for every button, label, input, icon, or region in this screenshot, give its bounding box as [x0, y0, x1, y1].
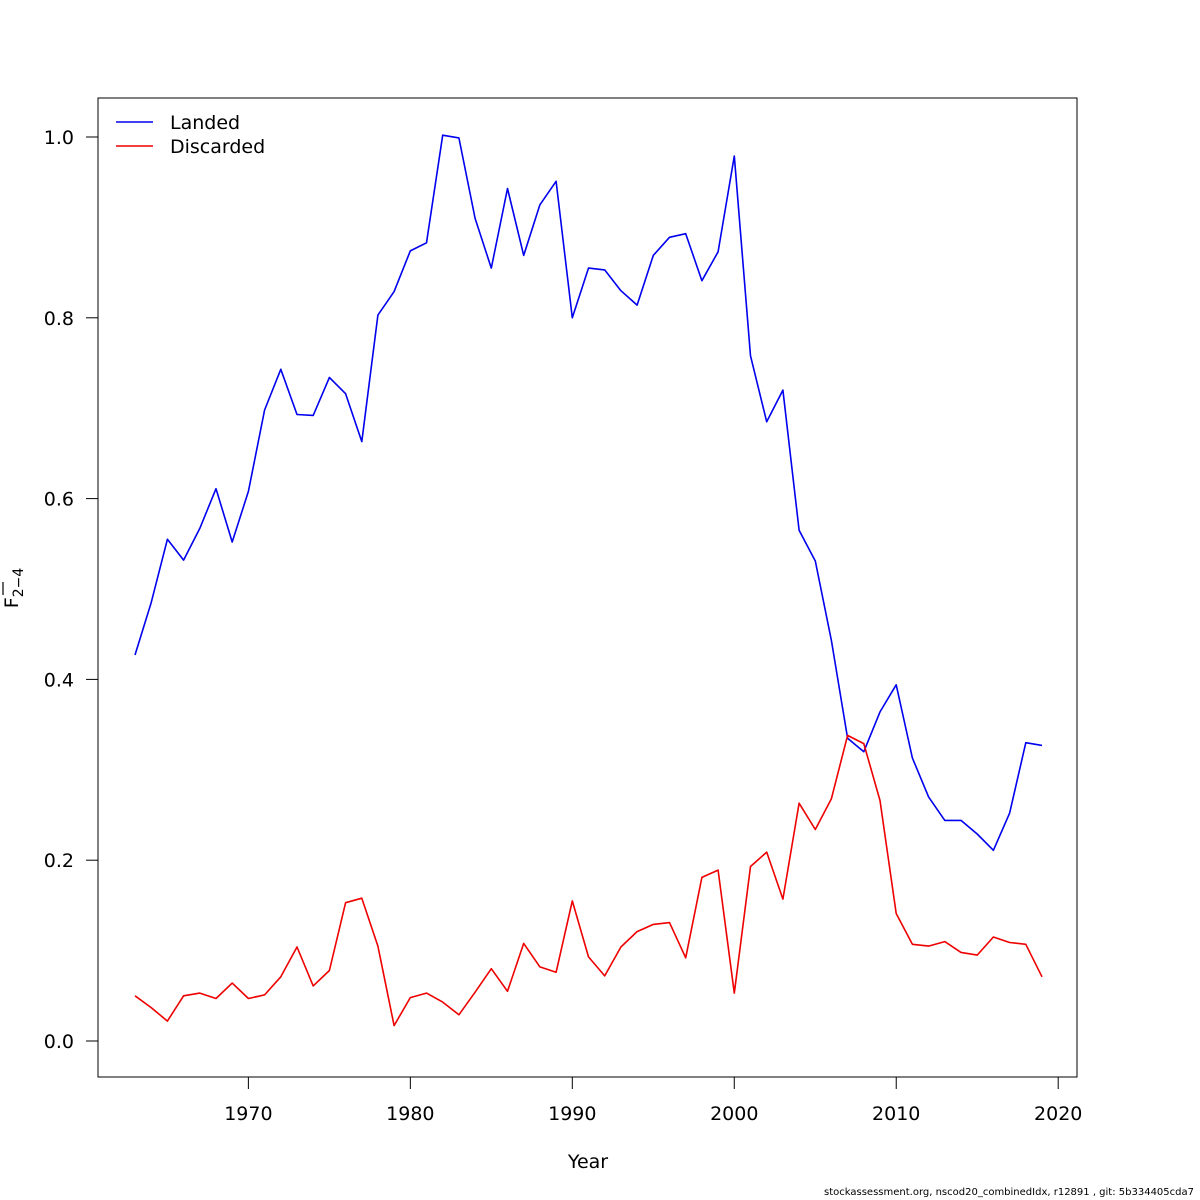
- footer-note: stockassessment.org, nscod20_combinedIdx…: [824, 1187, 1194, 1198]
- y-axis-label: F2−4: [1, 568, 27, 609]
- series-layer: [134, 134, 1043, 1027]
- svg-text:F2−4: F2−4: [1, 568, 27, 609]
- x-tick-label: 2000: [710, 1103, 758, 1125]
- y-tick-label: 0.6: [44, 489, 74, 511]
- x-axis: 1970 1980 1990 2000 2010 2020: [224, 1076, 1082, 1125]
- x-tick-label: 1970: [224, 1103, 272, 1125]
- plot-frame: [97, 97, 1078, 1078]
- x-tick-label: 2020: [1034, 1103, 1082, 1125]
- y-tick-label: 0.4: [44, 669, 74, 691]
- y-tick-label: 0.8: [44, 308, 74, 330]
- x-tick-label: 2010: [872, 1103, 920, 1125]
- x-tick-label: 1980: [386, 1103, 434, 1125]
- y-tick-label: 0.2: [44, 850, 74, 872]
- y-axis-label-main: F: [1, 597, 23, 608]
- x-axis-label: Year: [567, 1151, 608, 1173]
- series-line-landed: [134, 134, 1043, 852]
- y-axis-label-sub: 2−4: [11, 568, 27, 598]
- y-tick-label: 0.0: [44, 1031, 74, 1053]
- y-axis: 0.0 0.2 0.4 0.6 0.8 1.0: [44, 127, 98, 1053]
- y-tick-label: 1.0: [44, 127, 74, 149]
- legend-label-discarded: Discarded: [170, 136, 265, 158]
- x-tick-label: 1990: [548, 1103, 596, 1125]
- series-line-discarded: [134, 734, 1043, 1027]
- legend-label-landed: Landed: [170, 112, 240, 134]
